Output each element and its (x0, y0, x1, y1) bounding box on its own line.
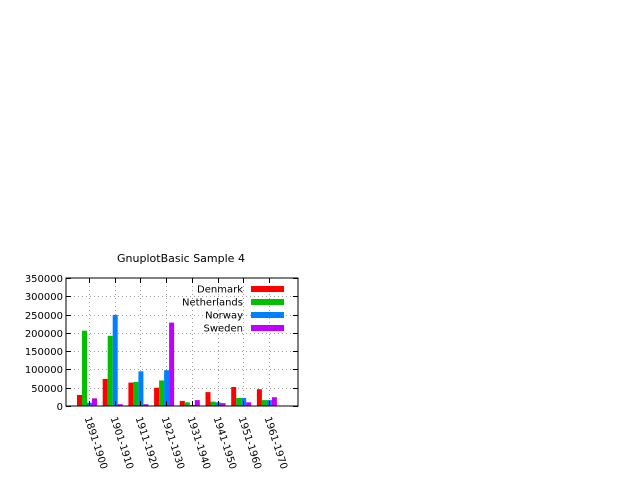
bar (82, 330, 87, 406)
legend-swatch (251, 325, 284, 331)
bar (154, 387, 160, 406)
bar (179, 400, 185, 406)
bar (246, 402, 252, 406)
bar (164, 370, 170, 406)
y-tick-label: 150000 (25, 347, 63, 358)
bar (138, 371, 144, 406)
bar (112, 314, 118, 406)
bar (184, 402, 190, 406)
legend-label: Sweden (203, 324, 243, 335)
legend: Denmark Netherlands Norway Sweden (182, 285, 284, 335)
bar (128, 382, 134, 406)
y-tick-label: 100000 (25, 365, 63, 376)
chart-title: GnuplotBasic Sample 4 (117, 252, 245, 265)
x-tick-label: 1931-1940 (185, 416, 212, 471)
y-tick-label: 200000 (25, 329, 63, 340)
x-tick-label: 1921-1930 (159, 416, 186, 471)
y-tick-label: 250000 (25, 311, 63, 322)
bar (210, 401, 216, 406)
bar (159, 380, 165, 406)
y-tick-label: 0 (57, 402, 63, 413)
legend-swatch (251, 286, 284, 292)
bar (271, 397, 277, 406)
x-tick-label: 1911-1920 (133, 416, 160, 471)
bar (107, 335, 113, 406)
bar (236, 398, 242, 406)
x-tick-label: 1901-1910 (108, 416, 135, 471)
y-tick-label: 350000 (25, 274, 63, 285)
plot-frame (65, 277, 299, 407)
bar (194, 400, 200, 406)
legend-label: Netherlands (182, 298, 243, 309)
ticks (66, 278, 298, 407)
x-tick-label: 1951-1960 (236, 416, 263, 471)
legend-label: Denmark (197, 285, 243, 296)
x-tick-label: 1961-1970 (262, 416, 289, 471)
bar (205, 392, 211, 406)
legend-swatch (251, 299, 284, 305)
bar (77, 395, 82, 406)
x-tick-labels: 1891-19001901-19101911-19201921-19301931… (82, 416, 289, 471)
bar (117, 404, 123, 406)
bar (220, 403, 226, 406)
legend-label: Norway (205, 311, 243, 322)
y-tick-labels: 0 50000 100000 150000 200000 250000 300000 3500… (25, 274, 63, 413)
bar (102, 378, 108, 406)
bar (133, 381, 139, 406)
x-tick-label: 1941-1950 (211, 416, 238, 471)
bar (169, 322, 175, 406)
bar (261, 400, 267, 406)
bar (143, 404, 149, 406)
bar (231, 387, 237, 406)
legend-swatch (251, 312, 284, 318)
bars (77, 314, 277, 406)
y-tick-label: 50000 (31, 384, 63, 395)
bar (256, 389, 262, 406)
x-tick-label: 1891-1900 (82, 416, 109, 471)
bar (92, 398, 97, 406)
y-tick-label: 300000 (25, 292, 63, 303)
